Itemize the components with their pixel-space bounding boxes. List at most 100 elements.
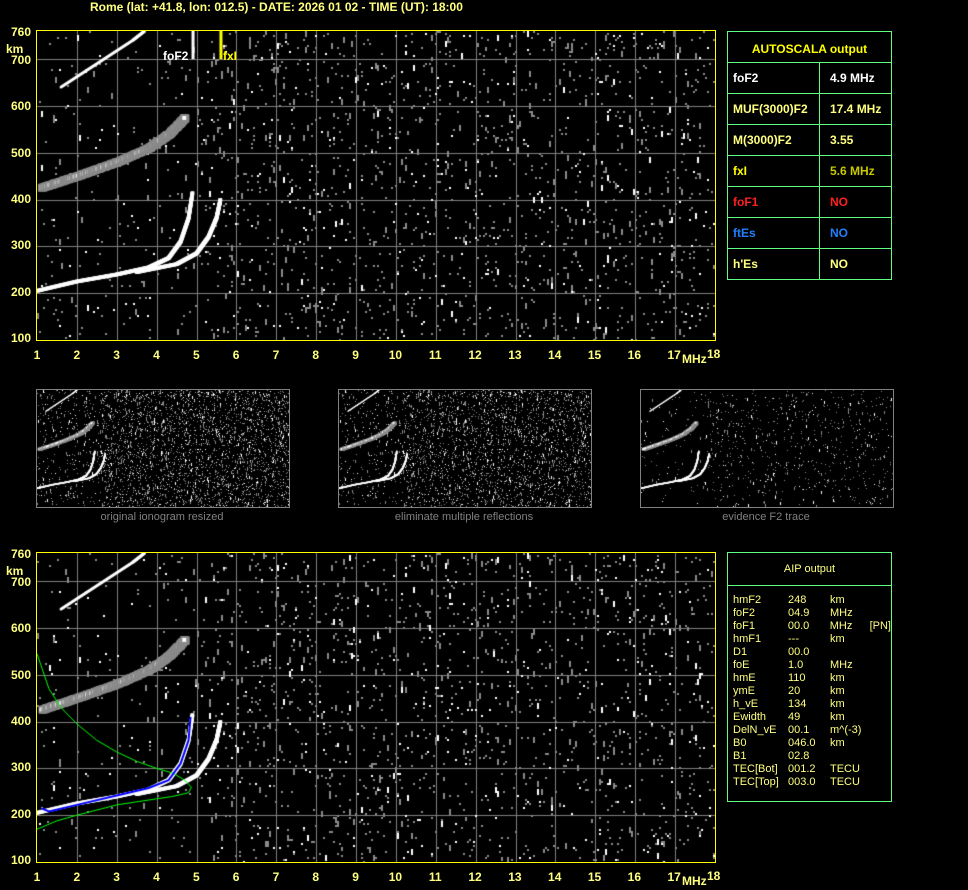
y-tick-label: 700 [10, 574, 31, 589]
aip-cell: 046.0 [788, 737, 816, 749]
aip-row: hmF2 248 km [728, 594, 891, 607]
autoscala-key: foF2 [728, 63, 820, 93]
autoscala-key: MUF(3000)F2 [728, 94, 820, 124]
aip-cell: hmF2 [733, 594, 762, 606]
x-tick-label: 11 [428, 870, 442, 884]
x-tick-label: 16 [627, 870, 642, 884]
aip-row: Ewidth 49 km [728, 711, 891, 724]
aip-cell: 00.0 [788, 646, 810, 658]
aip-cell: km [830, 737, 845, 749]
aip-cell: 20 [788, 685, 801, 697]
aip-cell: TECU [830, 776, 860, 788]
x-tick-label: 2 [73, 348, 81, 362]
x-tick-label: 18 [707, 869, 721, 883]
aip-cell [830, 646, 870, 659]
aip-cell: 248 [788, 594, 807, 606]
autoscala-title: AUTOSCALA output [728, 32, 891, 63]
foF2-marker-label: foF2 [163, 49, 189, 63]
x-tick-label: 13 [508, 870, 522, 884]
autoscala-row: h'Es NO [728, 249, 891, 279]
x-tick-label: 9 [352, 870, 359, 884]
y-tick-label: 300 [10, 238, 31, 253]
aip-row: foE 1.0 MHz [728, 659, 891, 672]
aip-row: B1 02.8 [728, 750, 891, 763]
autoscala-key: h'Es [728, 249, 820, 279]
aip-cell: 001.2 [788, 763, 816, 775]
aip-cell: MHz [830, 659, 853, 671]
x-tick-label: 7 [272, 348, 280, 362]
fxI-marker-label: fxI [223, 49, 238, 63]
thumbnail-evidence-f2 [640, 389, 894, 508]
page-title: Rome (lat: +41.8, lon: 012.5) - DATE: 20… [90, 0, 463, 14]
aip-cell: hmE [733, 672, 756, 684]
autoscala-row: MUF(3000)F2 17.4 MHz [728, 94, 891, 125]
y-tick-label: 760 [10, 547, 31, 561]
autoscala-value: 17.4 MHz [830, 102, 882, 116]
y-tick-label: 100 [10, 853, 31, 867]
x-tick-label: 1 [33, 870, 41, 884]
x-tick-label: 16 [627, 348, 642, 362]
autoscala-key: foF1 [728, 187, 820, 217]
x-tick-label: 3 [113, 348, 120, 362]
autoscala-value: 4.9 MHz [830, 71, 875, 85]
aip-cell: km [830, 685, 845, 697]
x-unit-label: MHz [682, 874, 707, 888]
aip-row: TEC[Top] 003.0 TECU [728, 776, 891, 789]
aip-cell: 003.0 [788, 776, 816, 788]
x-tick-label: 18 [707, 347, 721, 361]
aip-cell: TEC[Top] [733, 776, 779, 788]
autoscala-value: NO [830, 195, 848, 209]
x-tick-label: 5 [192, 870, 200, 884]
aip-cell: foF1 [733, 620, 756, 632]
autoscala-row: fxI 5.6 MHz [728, 156, 891, 187]
aip-cell: m^(-3) [830, 724, 862, 736]
y-unit-label: km [6, 564, 24, 578]
y-tick-label: 300 [10, 760, 31, 775]
x-tick-label: 15 [587, 348, 602, 362]
aip-cell: foF2 [733, 607, 756, 619]
aip-cell: foE [733, 659, 750, 671]
aip-row: ymE 20 km [728, 685, 891, 698]
aip-output-panel: AIP output hmF2 248 km foF2 04.9 MHz foF1 00.0 M… [727, 552, 892, 802]
autoscala-row: ftEs NO [728, 218, 891, 249]
x-tick-label: 15 [587, 870, 602, 884]
aip-cell: DelN_vE [733, 724, 777, 736]
x-tick-label: 8 [312, 870, 320, 884]
aip-cell: 02.8 [788, 750, 810, 762]
autoscala-row: foF2 4.9 MHz [728, 63, 891, 94]
y-tick-label: 600 [10, 99, 31, 114]
aip-cell: B1 [733, 750, 747, 762]
aip-row: hmF1 --- km [728, 633, 891, 646]
y-tick-label: 700 [10, 52, 31, 67]
x-tick-label: 2 [73, 870, 81, 884]
x-tick-label: 13 [508, 348, 522, 362]
aip-cell: 49 [788, 711, 801, 723]
x-tick-label: 5 [192, 348, 200, 362]
aip-row: TEC[Bot] 001.2 TECU [728, 763, 891, 776]
thumbnail-caption: eliminate multiple reflections [394, 511, 534, 523]
ionogram-canvas [37, 31, 715, 340]
aip-cell: km [830, 711, 845, 723]
aip-row: foF2 04.9 MHz [728, 607, 891, 620]
thumbnail-canvas [339, 390, 591, 507]
aip-cell: MHz [829, 620, 853, 632]
y-tick-label: 500 [10, 667, 31, 682]
aip-row: D1 00.0 [728, 646, 891, 659]
aip-cell: 00.1 [788, 724, 810, 736]
x-tick-label: 4 [153, 870, 160, 884]
aip-cell: hmF1 [733, 633, 762, 645]
aip-cell: 1.0 [788, 659, 804, 671]
y-tick-label: 200 [10, 284, 31, 299]
x-tick-label: 11 [428, 348, 442, 362]
aip-cell: ymE [733, 685, 755, 697]
aip-cell: km [830, 698, 845, 710]
thumbnail-caption: evidence F2 trace [722, 511, 810, 523]
ionogram-autoscala [36, 30, 716, 341]
ionogram-aip [36, 552, 716, 863]
x-tick-label: 12 [468, 348, 482, 362]
aip-cell: [PN] [869, 620, 891, 632]
y-unit-label: km [6, 42, 24, 56]
aip-cell: 04.9 [788, 607, 810, 619]
x-tick-label: 8 [312, 348, 320, 362]
aip-cell: km [830, 594, 845, 606]
